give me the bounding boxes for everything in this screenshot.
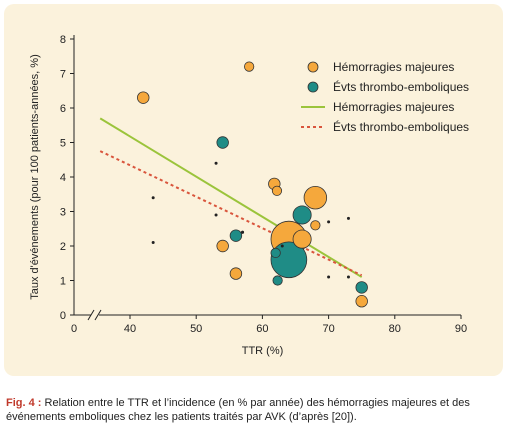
figure-panel: 0 1 2 3 4 5 6 7 8 0 40 50 60 70 80 90 TTR (%) Taux d'évén… [4,4,503,376]
x-tick-label: 0 [71,323,77,335]
trend-line [99,117,363,278]
x-tick-label: 60 [256,323,268,335]
data-point [229,267,243,280]
legend-marker [307,61,319,73]
y-tick-label: 2 [60,241,66,253]
x-tick-label: 80 [389,323,401,335]
y-tick-label: 0 [60,310,66,322]
legend-marker [307,81,319,93]
y-tick-label: 5 [60,138,66,150]
x-tick-label: 40 [124,323,136,335]
y-tick-label: 7 [60,69,66,81]
data-point [346,275,350,279]
data-point [214,213,218,217]
legend-label: Évts thrombo-emboliques [333,119,469,134]
caption-text: Relation entre le TTR et l’incidence (en… [6,397,470,423]
y-tick-label: 4 [60,172,66,184]
data-point [137,91,150,104]
data-point [229,229,243,242]
y-tick-label: 1 [60,276,66,288]
x-tick-label: 50 [190,323,202,335]
caption-label: Fig. 4 : [6,397,42,409]
data-point [216,136,229,149]
legend-label: Hémorragies majeures [333,60,454,74]
data-point [241,230,245,234]
data-point [151,241,155,245]
y-tick-label: 3 [60,207,66,219]
y-tick-label: 6 [60,103,66,115]
figure-caption: Fig. 4 : Relation entre le TTR et l’inci… [6,396,503,424]
data-point [272,275,283,286]
data-point [327,275,331,279]
data-point [244,61,255,72]
data-point [292,205,312,225]
data-point [310,220,321,231]
data-point [327,220,331,224]
data-point [280,244,284,248]
data-point [151,196,155,200]
axis-break-mark [87,309,95,321]
y-tick-label: 8 [60,34,66,46]
x-tick-label: 70 [322,323,334,335]
y-axis-title: Taux d'événements (pour 100 patients-ann… [29,54,41,299]
data-point [270,247,281,258]
x-tick-label: 90 [455,323,467,335]
legend-label: Évts thrombo-emboliques [333,79,469,94]
data-point [292,229,312,249]
data-point [271,185,283,196]
data-point [346,216,350,220]
trend-line [99,150,363,277]
x-axis-title: TTR (%) [242,345,284,357]
axis-break-mark [94,309,102,321]
data-point [216,239,229,253]
data-point [303,185,328,210]
data-point [355,281,368,294]
data-point [214,161,218,165]
legend-label: Hémorragies majeures [333,100,454,114]
data-point [355,295,368,308]
